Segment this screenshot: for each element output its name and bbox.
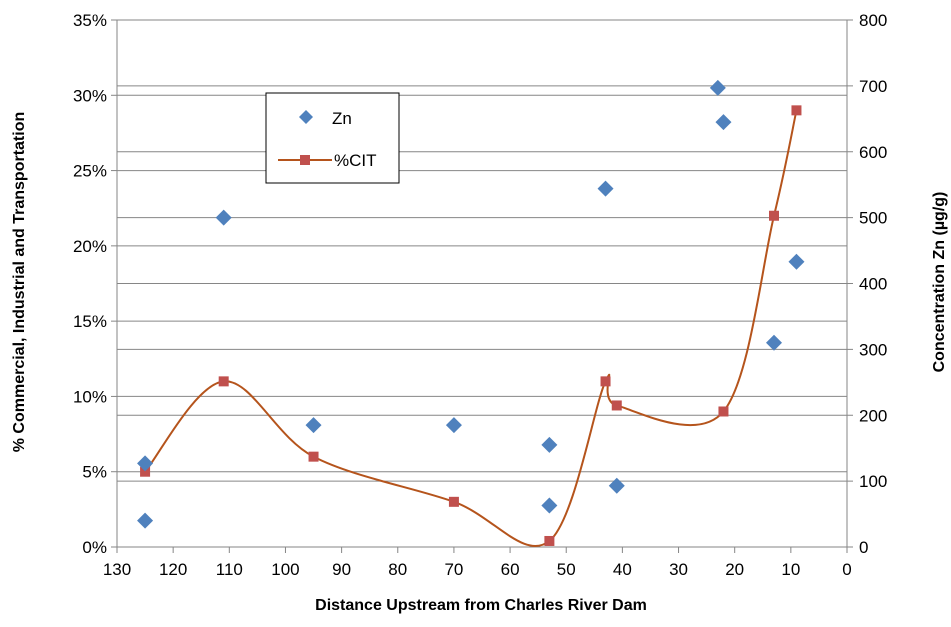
left-tick-label: 20% <box>73 237 107 256</box>
cit-point <box>544 535 555 546</box>
zn-point <box>709 79 726 96</box>
x-tick-label: 50 <box>557 560 576 579</box>
left-axis-ticks: 0% 5% 10% 15% 20% 25% 30% 35% <box>73 11 117 557</box>
x-axis-ticks: 130 120 110 100 90 80 70 60 50 40 30 20 10 0 <box>103 547 852 579</box>
x-tick-label: 40 <box>613 560 632 579</box>
x-tick-label: 60 <box>501 560 520 579</box>
right-tick-label: 0 <box>859 538 868 557</box>
cit-point <box>769 210 779 221</box>
zn-point <box>766 334 782 351</box>
right-tick-label: 200 <box>859 406 887 425</box>
left-axis-title: % Commercial, Industrial and Transportat… <box>11 112 28 453</box>
zn-point <box>445 417 462 434</box>
legend-cit-marker <box>300 155 310 165</box>
right-tick-label: 500 <box>859 209 887 228</box>
legend-zn-marker <box>299 110 313 124</box>
cit-line <box>144 110 798 548</box>
left-tick-label: 0% <box>82 538 107 557</box>
legend-zn-label: Zn <box>332 109 352 128</box>
x-axis-title: Distance Upstream from Charles River Dam <box>315 597 647 614</box>
x-tick-label: 20 <box>725 560 744 579</box>
zn-point <box>715 114 732 131</box>
right-axis-ticks: 0 100 200 300 400 500 600 700 800 <box>847 11 887 557</box>
left-tick-label: 30% <box>73 86 107 105</box>
x-tick-label: 0 <box>842 560 851 579</box>
series-cit <box>140 105 802 548</box>
cit-point <box>140 466 151 477</box>
right-axis-title: Concentration Zn (µg/g) <box>931 192 948 373</box>
x-tick-label: 10 <box>781 560 800 579</box>
cit-point <box>308 451 319 462</box>
right-tick-label: 400 <box>859 275 887 294</box>
zn-point <box>215 209 232 226</box>
cit-point <box>600 376 611 387</box>
cit-point <box>611 400 622 411</box>
zn-point <box>305 417 322 434</box>
x-tick-label: 130 <box>103 560 131 579</box>
x-tick-label: 120 <box>159 560 187 579</box>
right-tick-label: 600 <box>859 143 887 162</box>
right-tick-label: 300 <box>859 340 887 359</box>
cit-point <box>448 496 459 507</box>
left-tick-label: 5% <box>82 463 107 482</box>
gridlines <box>117 19 847 482</box>
left-tick-label: 15% <box>73 312 107 331</box>
legend-box <box>265 92 400 184</box>
right-tick-label: 700 <box>859 77 887 96</box>
zn-point <box>608 477 625 494</box>
series-zn <box>137 79 805 529</box>
left-tick-label: 25% <box>73 162 107 181</box>
right-tick-label: 800 <box>859 11 887 30</box>
x-tick-label: 110 <box>216 560 243 579</box>
x-tick-label: 80 <box>388 560 407 579</box>
zn-point <box>541 436 558 453</box>
x-tick-label: 30 <box>669 560 688 579</box>
left-tick-label: 10% <box>73 387 107 406</box>
x-tick-label: 90 <box>332 560 351 579</box>
zn-point <box>137 455 154 472</box>
cit-point <box>218 376 229 387</box>
legend: Zn %CIT <box>265 92 400 184</box>
legend-cit-label: %CIT <box>334 151 377 170</box>
cit-point <box>791 105 802 116</box>
cit-point <box>718 406 729 417</box>
right-tick-label: 100 <box>859 472 887 491</box>
x-tick-label: 100 <box>271 560 299 579</box>
zn-point <box>541 497 558 514</box>
zn-point <box>788 253 805 270</box>
left-tick-label: 35% <box>73 11 107 30</box>
x-tick-label: 70 <box>444 560 463 579</box>
zn-point <box>597 180 614 197</box>
zn-point <box>137 512 154 529</box>
